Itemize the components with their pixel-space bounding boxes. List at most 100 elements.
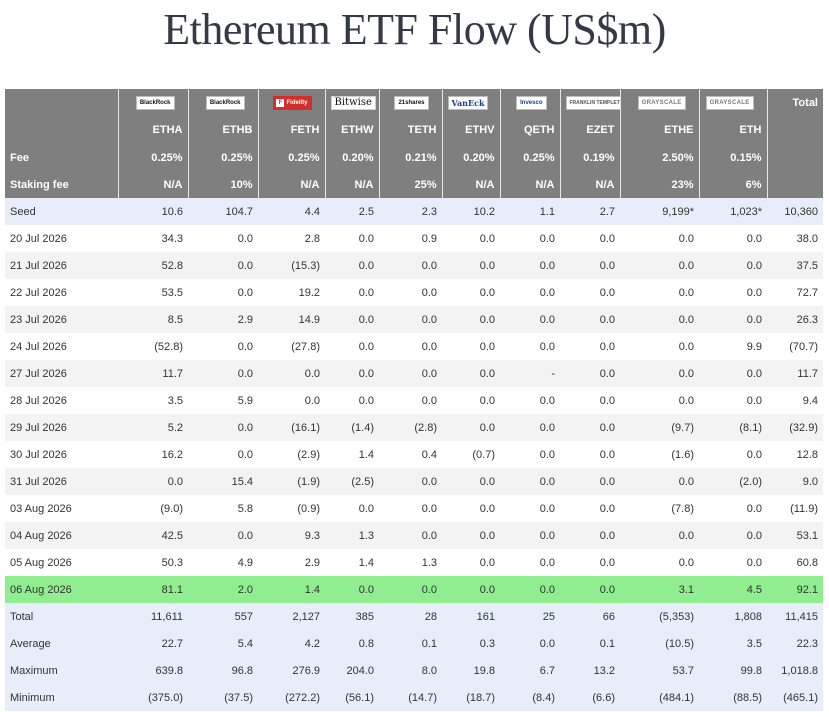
cell-etha: 3.5 xyxy=(118,387,188,414)
cell-ethw: 0.0 xyxy=(325,306,379,333)
cell-qeth: 0.0 xyxy=(500,522,560,549)
cell-feth: 4.4 xyxy=(258,198,325,225)
cell-etha: 639.8 xyxy=(118,657,188,684)
cell-ethe: 0.0 xyxy=(620,360,699,387)
cell-feth: 4.2 xyxy=(258,630,325,657)
cell-ethb: 4.9 xyxy=(188,549,258,576)
cell-teth: 0.0 xyxy=(379,360,442,387)
cell-total: (70.7) xyxy=(767,333,823,360)
cell-total: 1,018.8 xyxy=(767,657,823,684)
cell-ethe: 0.0 xyxy=(620,468,699,495)
cell-ethe: (5,353) xyxy=(620,603,699,630)
cell-ethb: 0.0 xyxy=(188,414,258,441)
cell-etha: 16.2 xyxy=(118,441,188,468)
cell-ethv: 0.0 xyxy=(442,306,500,333)
cell-ethv: 0.0 xyxy=(442,333,500,360)
cell-teth: 0.0 xyxy=(379,468,442,495)
cell-ethe: (1.6) xyxy=(620,441,699,468)
issuer-logo-cell-ethb: BlackRock xyxy=(188,89,259,116)
ticker-ethv: ETHV xyxy=(442,116,501,144)
cell-etha: 42.5 xyxy=(118,522,188,549)
cell-eth: (2.0) xyxy=(699,468,767,495)
cell-qeth: 0.0 xyxy=(500,279,560,306)
row-label: Minimum xyxy=(5,684,118,711)
cell-total: (465.1) xyxy=(767,684,823,711)
table-row: 27 Jul 2026 11.7 0.0 0.0 0.0 0.0 0.0-0.0 0.0 0.0… xyxy=(5,360,823,387)
table-row: 28 Jul 2026 3.5 5.9 0.0 0.0 0.0 0.0 0.0 0.0 0.0 0.… xyxy=(5,387,823,414)
cell-ethw: (56.1) xyxy=(325,684,379,711)
cell-ethv: (0.7) xyxy=(442,441,500,468)
cell-total: (32.9) xyxy=(767,414,823,441)
ticker-feth: FETH xyxy=(258,116,326,144)
issuer-logo-cell-ethv: VanEck xyxy=(442,89,501,116)
ticker-ethw: ETHW xyxy=(325,116,380,144)
franklin-templeton-logo: FRANKLIN TEMPLETON xyxy=(565,95,619,110)
row-label: Total xyxy=(5,603,118,630)
cell-etha: (52.8) xyxy=(118,333,188,360)
cell-ethb: 0.0 xyxy=(188,279,258,306)
cell-ethb: 0.0 xyxy=(188,252,258,279)
issuer-logo-cell-ezet: FRANKLIN TEMPLETON xyxy=(560,89,621,116)
cell-ezet: 0.0 xyxy=(560,414,620,441)
fidelity-logo: F Fidelity xyxy=(273,95,312,110)
cell-eth: 3.5 xyxy=(699,630,767,657)
cell-ethw: (1.4) xyxy=(325,414,379,441)
cell-etha: 8.5 xyxy=(118,306,188,333)
cell-ethe: 0.0 xyxy=(620,522,699,549)
issuer-logo-row: BlackRock BlackRock F Fidelity Bitwise 21shar… xyxy=(5,89,823,116)
cell-teth: 2.3 xyxy=(379,198,442,225)
cell-feth: 2.8 xyxy=(258,225,325,252)
cell-qeth: (8.4) xyxy=(500,684,560,711)
cell-total: 37.5 xyxy=(767,252,823,279)
row-label: 23 Jul 2026 xyxy=(5,306,118,333)
issuer-name: GRAYSCALE xyxy=(641,99,682,106)
cell-ethe: 0.0 xyxy=(620,225,699,252)
cell-ethv: (18.7) xyxy=(442,684,500,711)
cell-teth: 0.0 xyxy=(379,576,442,603)
staking-fee-teth: 25% xyxy=(379,171,443,198)
ticker-ezet: EZET xyxy=(560,116,621,144)
cell-ezet: 0.0 xyxy=(560,441,620,468)
issuer-name: 21shares xyxy=(398,99,425,106)
cell-feth: (15.3) xyxy=(258,252,325,279)
ticker-row: ETHA ETHB FETH ETHW TETH ETHV QETH EZET ETHE ETH xyxy=(5,116,823,144)
cell-etha: 81.1 xyxy=(118,576,188,603)
cell-eth: 0.0 xyxy=(699,522,767,549)
cell-etha: 50.3 xyxy=(118,549,188,576)
cell-feth: 0.0 xyxy=(258,360,325,387)
table-row: 29 Jul 2026 5.2 0.0 (16.1) (1.4) (2.8) 0.0 0.0 0… xyxy=(5,414,823,441)
row-label: 04 Aug 2026 xyxy=(5,522,118,549)
cell-total: 26.3 xyxy=(767,306,823,333)
issuer-name: GRAYSCALE xyxy=(709,99,750,106)
staking-fee-qeth: N/A xyxy=(500,171,561,198)
cell-ethv: 10.2 xyxy=(442,198,500,225)
cell-etha: 5.2 xyxy=(118,414,188,441)
cell-teth: (2.8) xyxy=(379,414,442,441)
cell-ethw: 385 xyxy=(325,603,379,630)
table-row: 22 Jul 2026 53.5 0.0 19.2 0.0 0.0 0.0 0.0 0.0 0.0… xyxy=(5,279,823,306)
cell-ezet: 0.0 xyxy=(560,306,620,333)
cell-etha: 0.0 xyxy=(118,468,188,495)
staking-total-blank xyxy=(767,171,823,198)
row-label: 05 Aug 2026 xyxy=(5,549,118,576)
21shares-logo: 21shares xyxy=(394,95,429,110)
staking-fee-ethb: 10% xyxy=(188,171,259,198)
cell-eth: (88.5) xyxy=(699,684,767,711)
fee-qeth: 0.25% xyxy=(500,144,561,171)
issuer-logo-cell-qeth: Invesco xyxy=(500,89,561,116)
cell-ethw: 0.8 xyxy=(325,630,379,657)
fee-label: Fee xyxy=(5,144,119,171)
cell-ethb: 0.0 xyxy=(188,225,258,252)
cell-eth: 0.0 xyxy=(699,252,767,279)
cell-ezet: 0.0 xyxy=(560,225,620,252)
issuer-logo-cell-feth: F Fidelity xyxy=(258,89,326,116)
cell-etha: 10.6 xyxy=(118,198,188,225)
cell-teth: 8.0 xyxy=(379,657,442,684)
cell-total: 72.7 xyxy=(767,279,823,306)
cell-feth: 1.4 xyxy=(258,576,325,603)
cell-eth: 0.0 xyxy=(699,441,767,468)
issuer-name: Invesco xyxy=(520,99,543,106)
cell-ethw: 0.0 xyxy=(325,576,379,603)
cell-ethv: 0.0 xyxy=(442,495,500,522)
summary-row-total: Total 11,611 557 2,127 385 28 161 25 66 (5,353) 1,… xyxy=(5,603,823,630)
